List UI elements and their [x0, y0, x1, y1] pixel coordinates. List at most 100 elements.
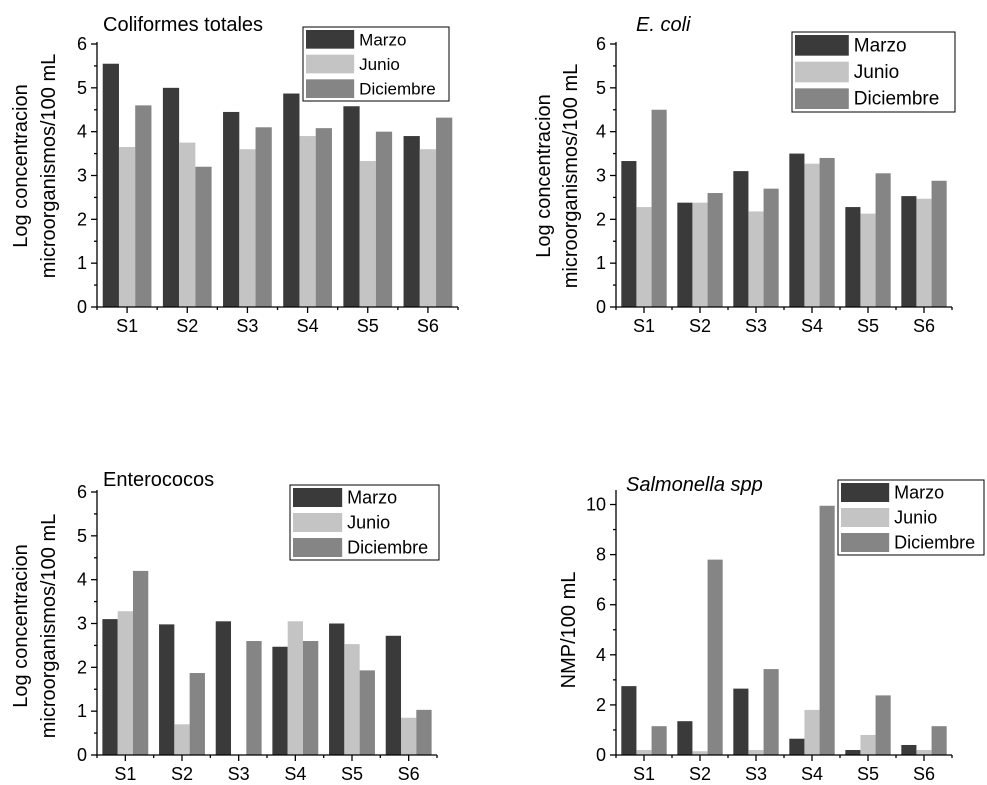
bar-junio-s1: [636, 749, 652, 755]
y-tick-label: 3: [77, 614, 87, 634]
bar-diciembre-s1: [651, 109, 667, 307]
bar-marzo-s2: [677, 721, 693, 755]
bar-junio-s4: [287, 621, 303, 755]
x-tick-label: S6: [913, 764, 935, 780]
bar-marzo-s3: [223, 111, 240, 307]
legend-swatch-diciembre: [306, 79, 355, 98]
y-axis-label: microorganismos/100 mL: [38, 514, 60, 739]
legend-label: Diciembre: [854, 89, 940, 110]
x-tick-label: S1: [633, 764, 655, 780]
y-tick-label: 6: [596, 34, 606, 54]
x-tick-label: S5: [857, 764, 879, 780]
bar-junio-s6: [401, 717, 417, 755]
x-tick-label: S2: [689, 316, 711, 336]
y-tick-label: 2: [596, 695, 606, 715]
bar-diciembre-s2: [189, 673, 205, 755]
bar-diciembre-s3: [246, 641, 262, 755]
bar-diciembre-s2: [707, 559, 723, 755]
chart-panel-4: S1 S2 S3 S4 S5 S6 0 2 4 6 8 10 NMP/100 mL Salmonella …: [558, 474, 985, 784]
x-tick-label: S5: [341, 764, 363, 780]
y-tick-label: 1: [596, 253, 606, 273]
bar-junio-s2: [179, 142, 196, 307]
bar-marzo-s3: [733, 171, 749, 307]
x-tick-label: S2: [171, 764, 193, 780]
bar-junio-s4: [804, 709, 820, 755]
bar-diciembre-s5: [875, 695, 891, 755]
legend-swatch-junio: [306, 54, 355, 74]
bar-marzo-s4: [789, 738, 805, 755]
chart-title: Enterococos: [103, 469, 214, 491]
legend-swatch-diciembre: [293, 538, 343, 557]
bar-diciembre-s4: [819, 505, 835, 755]
bar-marzo-s5: [343, 106, 360, 307]
y-tick-label: 10: [586, 495, 606, 515]
legend-swatch-marzo: [306, 30, 355, 49]
bar-junio-s6: [419, 149, 437, 307]
bar-diciembre-s1: [651, 726, 667, 755]
bar-junio-s1: [636, 207, 652, 307]
y-tick-label: 2: [77, 657, 87, 677]
x-tick-label: S6: [913, 316, 935, 336]
y-axis-label: Log concentracion: [533, 94, 555, 257]
bar-junio-s5: [860, 734, 876, 755]
y-tick-label: 5: [77, 526, 87, 546]
bar-junio-s5: [344, 644, 360, 755]
x-tick-label: S5: [857, 316, 879, 336]
y-axis-label: microorganismos/100 mL: [38, 54, 60, 279]
chart-title: Salmonella spp: [626, 474, 763, 496]
y-tick-label: 3: [77, 166, 87, 186]
x-tick-label: S3: [745, 316, 767, 336]
bar-diciembre-s5: [375, 131, 393, 307]
x-tick-label: S3: [745, 764, 767, 780]
y-tick-label: 0: [77, 297, 87, 317]
x-tick-label: S1: [116, 316, 138, 336]
bar-junio-s4: [299, 136, 316, 307]
x-tick-label: S4: [297, 316, 319, 336]
bar-diciembre-s4: [302, 641, 319, 755]
bar-marzo-s6: [385, 635, 402, 755]
y-tick-label: 0: [596, 297, 606, 317]
bar-diciembre-s4: [819, 157, 835, 307]
y-tick-label: 1: [77, 253, 87, 273]
legend-label: Diciembre: [347, 538, 428, 558]
bar-diciembre-s1: [132, 570, 149, 755]
bar-marzo-s2: [159, 624, 175, 755]
y-tick-label: 5: [77, 78, 87, 98]
y-tick-label: 4: [77, 570, 87, 590]
x-tick-label: S2: [176, 316, 198, 336]
x-tick-label: S6: [398, 764, 420, 780]
bar-diciembre-s6: [931, 726, 947, 755]
legend-swatch-marzo: [293, 488, 343, 507]
y-tick-label: 6: [77, 482, 87, 502]
bar-marzo-s2: [162, 87, 180, 307]
bar-marzo-s6: [901, 196, 917, 307]
legend-label: Junio: [854, 62, 899, 83]
bar-diciembre-s3: [763, 669, 779, 755]
legend-label: Junio: [894, 508, 937, 528]
bar-junio-s3: [748, 211, 764, 307]
y-axis-label: microorganismos/100 mL: [560, 64, 582, 289]
bar-diciembre-s3: [255, 127, 272, 308]
x-tick-label: S4: [284, 764, 306, 780]
legend-swatch-diciembre: [841, 533, 890, 552]
legend-swatch-marzo: [795, 35, 849, 56]
legend: Marzo Junio Diciembre: [791, 31, 956, 113]
y-tick-label: 0: [596, 745, 606, 765]
y-tick-label: 2: [77, 209, 87, 229]
bar-marzo-s4: [283, 93, 300, 307]
bar-junio-s6: [916, 749, 932, 755]
bar-diciembre-s6: [931, 180, 947, 307]
x-tick-label: S3: [236, 316, 258, 336]
bar-diciembre-s1: [135, 105, 152, 307]
bar-diciembre-s6: [416, 709, 432, 755]
legend: Marzo Junio Diciembre: [837, 479, 985, 556]
bar-marzo-s1: [621, 161, 637, 307]
legend-swatch-diciembre: [795, 88, 849, 109]
x-tick-label: S2: [689, 764, 711, 780]
legend-label: Junio: [347, 513, 390, 533]
y-axis-label: Log concentracion: [10, 84, 32, 247]
bar-marzo-s4: [789, 153, 805, 307]
bar-diciembre-s2: [195, 166, 212, 307]
bar-marzo-s6: [901, 744, 917, 755]
